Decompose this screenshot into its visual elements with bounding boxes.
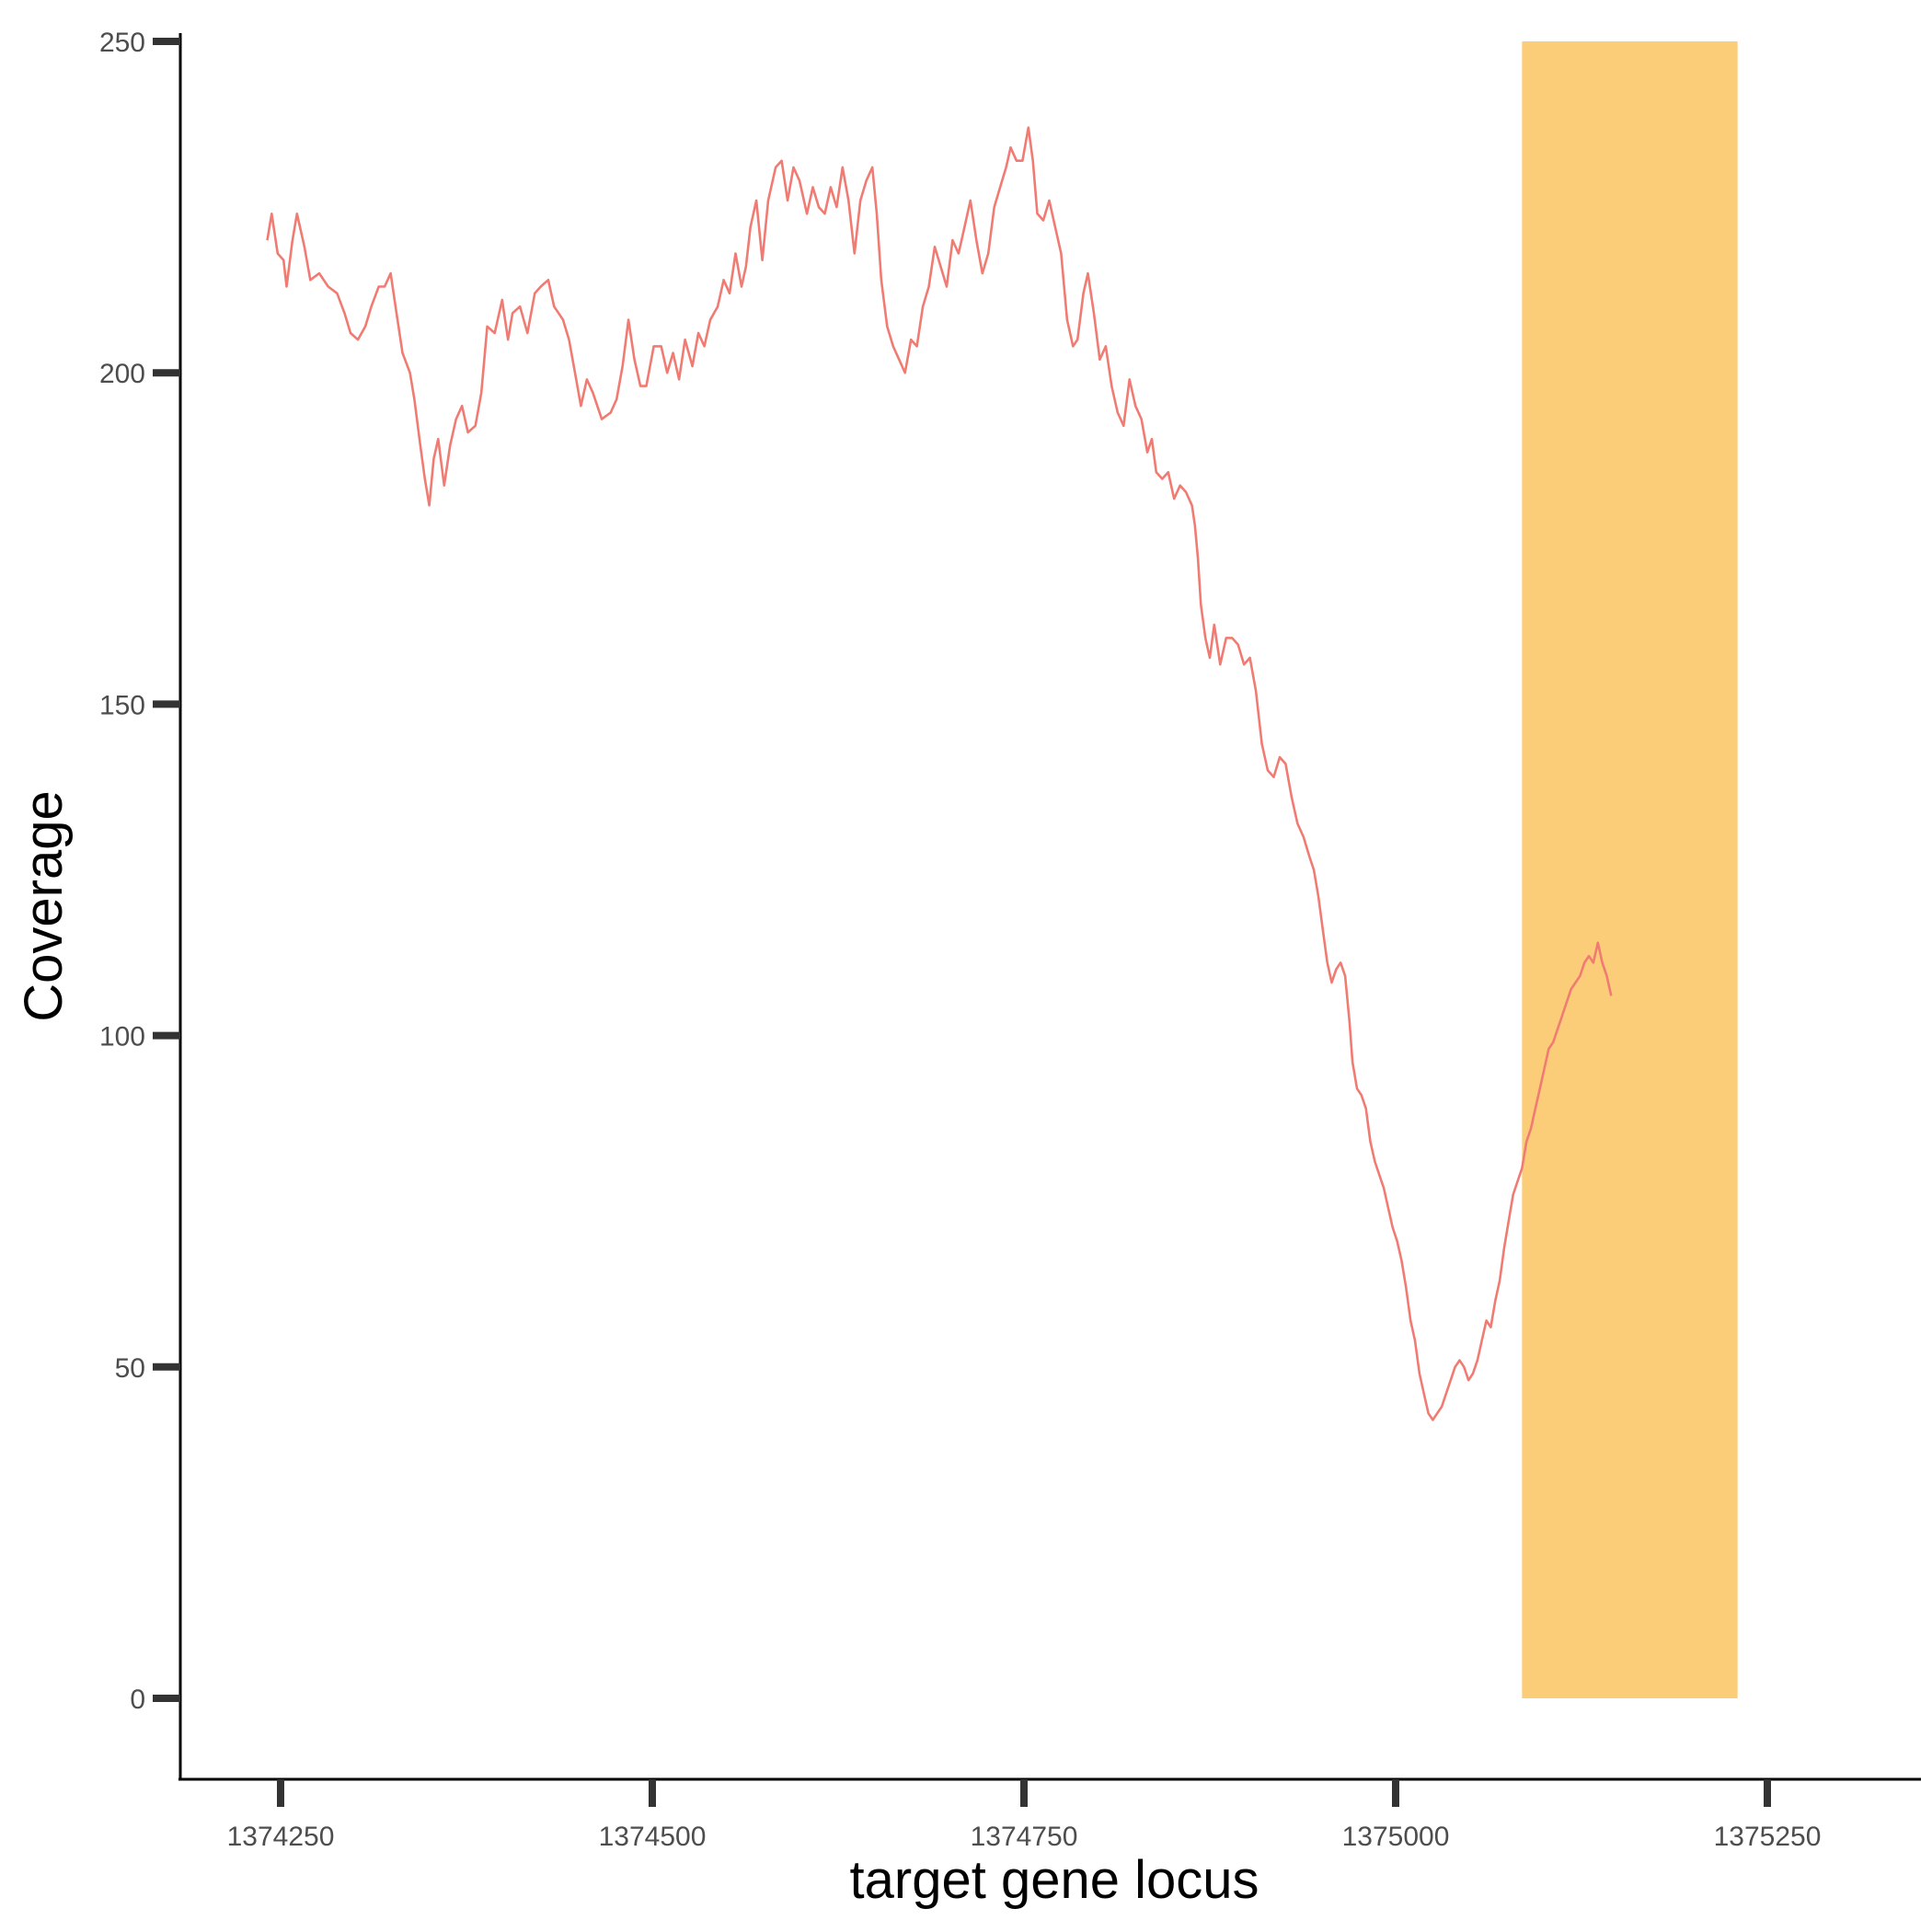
x-tick-label: 1375000 (1342, 1822, 1450, 1852)
y-axis-title: Coverage (14, 790, 74, 1021)
highlight-region (1522, 41, 1738, 1698)
ticks: 0 50 100 150 200 250 1374250 1374500 1374750 1375… (99, 28, 1821, 1852)
plot-area (266, 41, 1738, 1698)
y-tick-label: 100 (99, 1022, 145, 1052)
y-tick-label: 200 (99, 359, 145, 389)
x-tick-label: 1374750 (971, 1822, 1078, 1852)
x-tick-label: 1374500 (599, 1822, 707, 1852)
coverage-line (266, 126, 1613, 1421)
x-tick-label: 1374250 (227, 1822, 335, 1852)
x-axis-title: target gene locus (850, 1850, 1259, 1910)
x-tick-label: 1375250 (1714, 1822, 1822, 1852)
y-tick-label: 250 (99, 28, 145, 58)
y-tick-label: 50 (115, 1353, 145, 1384)
axes (178, 33, 1921, 1781)
y-tick-label: 150 (99, 690, 145, 720)
y-tick-label: 0 (130, 1685, 145, 1715)
